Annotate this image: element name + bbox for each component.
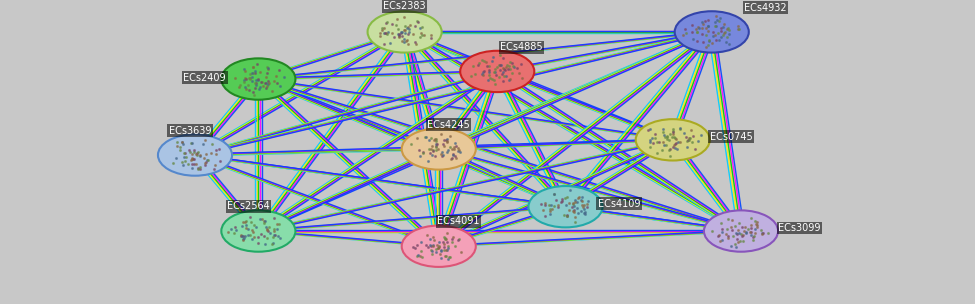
Ellipse shape [704, 210, 778, 252]
Ellipse shape [221, 58, 295, 100]
Text: ECs4932: ECs4932 [744, 3, 787, 12]
Text: ECs0745: ECs0745 [710, 132, 753, 142]
Ellipse shape [402, 128, 476, 170]
Text: ECs2564: ECs2564 [227, 201, 270, 211]
Ellipse shape [221, 210, 295, 252]
Ellipse shape [528, 186, 603, 227]
Ellipse shape [636, 119, 710, 161]
Ellipse shape [158, 134, 232, 176]
Text: ECs4091: ECs4091 [437, 216, 480, 226]
Ellipse shape [368, 11, 442, 53]
Text: ECs4109: ECs4109 [598, 199, 641, 209]
Text: ECs3099: ECs3099 [778, 223, 821, 233]
Text: ECs2383: ECs2383 [383, 1, 426, 11]
Text: ECs4245: ECs4245 [427, 120, 470, 130]
Text: ECs4885: ECs4885 [500, 42, 543, 52]
Text: ECs3639: ECs3639 [169, 126, 212, 136]
Ellipse shape [460, 51, 534, 92]
Ellipse shape [402, 226, 476, 267]
Text: ECs2409: ECs2409 [183, 73, 226, 82]
Ellipse shape [675, 11, 749, 53]
